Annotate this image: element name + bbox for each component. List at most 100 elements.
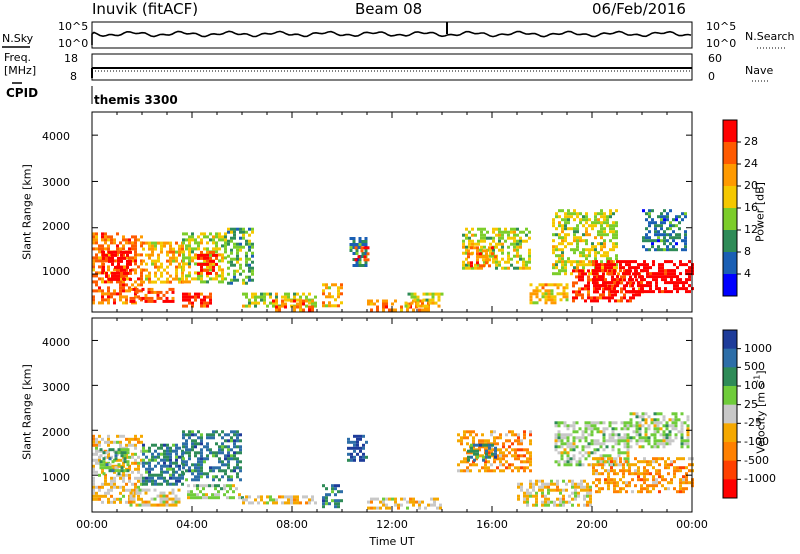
freq-tick-high: 18: [64, 52, 78, 65]
date-title: 06/Feb/2016: [592, 0, 686, 18]
scatter-region: [367, 497, 442, 510]
nave-tick-high: 60: [708, 52, 722, 65]
colorbar-swatch: [723, 404, 737, 424]
scatter-region: [517, 479, 592, 507]
scatter-region: [242, 495, 317, 505]
xtick: 00:00: [76, 518, 108, 531]
xtick: 20:00: [576, 518, 608, 531]
scatter-region: [272, 299, 314, 312]
freq-tick-low: 8: [70, 70, 77, 83]
colorbar-swatch: [723, 479, 737, 499]
power-ytick: 3000: [42, 176, 70, 189]
scatter-region: [457, 430, 532, 473]
colorbar-frame: [722, 329, 738, 499]
colorbar-swatch: [723, 274, 737, 297]
nsearch-label: N.Search: [745, 30, 795, 43]
radar-title: Inuvik (fitACF): [92, 0, 199, 18]
colorbar-tick-label: 28: [744, 135, 758, 148]
scatter-region: [102, 250, 132, 281]
colorbar-swatch: [723, 230, 737, 253]
colorbar-swatch: [723, 348, 737, 368]
scatter-region: [322, 283, 343, 308]
power-ytick: 4000: [42, 130, 70, 143]
scatter-region: [197, 250, 218, 275]
colorbar-swatch: [723, 142, 737, 165]
scatter-region: [467, 246, 497, 268]
velocity-ytick: 3000: [42, 381, 70, 394]
xlabel: Time UT: [369, 535, 415, 548]
beam-title: Beam 08: [355, 0, 423, 18]
colorbar-tick-label: 4: [744, 267, 751, 280]
scatter-region: [322, 484, 343, 509]
scatter-region: [129, 488, 181, 507]
colorbar-tick-label: 16: [744, 201, 758, 214]
colorbar-tick-label: 500: [744, 360, 765, 374]
freq-label: Freq.: [4, 51, 32, 64]
nave-label: Nave: [745, 64, 774, 77]
scatter-region: [529, 283, 569, 305]
nsky-tick-high: 10^5: [58, 20, 89, 33]
colorbar-swatch: [723, 252, 737, 275]
scatter-region: [129, 287, 175, 303]
xtick: 16:00: [476, 518, 508, 531]
scatter-region: [142, 241, 184, 284]
scatter-region: [92, 232, 143, 305]
colorbar-swatch: [723, 423, 737, 443]
scatter-region: [642, 209, 687, 252]
colorbar-tick-label: -100: [744, 435, 769, 448]
scatter-region: [187, 484, 244, 500]
cpid-label: CPID: [6, 86, 39, 100]
colorbar-swatch: [723, 460, 737, 480]
scatter-region: [182, 430, 242, 482]
colorbar-swatch: [723, 330, 737, 350]
scatter-region: [347, 434, 368, 462]
colorbar-swatch: [723, 120, 737, 143]
scatter-region: [354, 246, 370, 262]
colorbar-tick-label: -25: [744, 416, 762, 430]
scatter-region: [629, 412, 690, 449]
nsky-trace: [91, 30, 692, 45]
scatter-region: [227, 227, 254, 285]
xtick: 00:00: [676, 518, 708, 531]
nsearch-tick-low: 10^0: [706, 37, 737, 50]
scatter-region: [349, 237, 368, 267]
colorbar-tick-label: 20: [744, 179, 758, 192]
colorbar-swatch: [723, 367, 737, 387]
power-ytick: 1000: [42, 265, 70, 278]
xtick: 08:00: [276, 518, 308, 531]
freq-unit: [MHz]: [4, 64, 37, 77]
velocity-ytick: 4000: [42, 336, 70, 349]
scatter-region: [99, 448, 130, 476]
scatter-region: [467, 443, 497, 462]
cpid-value: themis 3300: [94, 93, 178, 107]
xtick: 12:00: [376, 518, 408, 531]
colorbar-swatch: [723, 164, 737, 187]
colorbar-tick-label: -1000: [744, 472, 776, 486]
colorbar-swatch: [723, 208, 737, 231]
colorbar-swatch: [723, 186, 737, 209]
colorbar-swatch: [723, 386, 737, 406]
velocity-ytick: 2000: [42, 426, 70, 439]
scatter-region: [554, 421, 630, 467]
colorbar-tick-label: 25: [744, 397, 758, 411]
velocity-ytick: 1000: [42, 471, 70, 484]
colorbar-tick-label: 1000: [744, 341, 772, 355]
scatter-region: [142, 443, 184, 486]
colorbar-swatch: [723, 442, 737, 462]
nave-tick-low: 0: [708, 70, 715, 83]
nsky-tick-low: 10^0: [58, 37, 89, 50]
scatter-region: [182, 292, 212, 308]
colorbar-tick-label: -500: [744, 453, 769, 467]
xtick: 04:00: [176, 518, 208, 531]
colorbar-tick-label: 8: [744, 245, 751, 258]
nsky-label: N.Sky: [2, 32, 34, 45]
scatter-region: [592, 457, 694, 494]
nsearch-tick-high: 10^5: [706, 20, 737, 33]
scatter-region: [592, 260, 694, 294]
colorbar-tick-label: 100: [744, 379, 765, 392]
power-ytick: 2000: [42, 220, 70, 233]
colorbar-tick-label: 12: [744, 223, 758, 236]
scatter-region: [404, 292, 444, 308]
colorbar-tick-label: 24: [744, 157, 758, 170]
